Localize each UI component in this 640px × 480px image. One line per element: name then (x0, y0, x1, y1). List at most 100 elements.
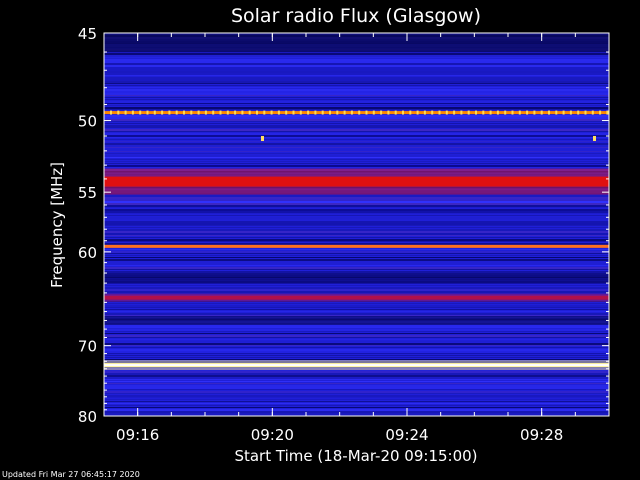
texture-band (104, 311, 609, 312)
texture-band (104, 165, 609, 167)
texture-band (104, 337, 609, 338)
texture-band (104, 141, 609, 142)
texture-band (104, 99, 609, 100)
texture-band (104, 127, 609, 128)
texture-band (104, 403, 609, 404)
interference-dot (496, 110, 499, 115)
interference-dot (212, 110, 215, 115)
texture-band (104, 63, 609, 65)
interference-dot (365, 110, 368, 115)
texture-band (104, 97, 609, 98)
texture-band (104, 159, 609, 160)
interference-dot (518, 110, 521, 115)
texture-band (104, 215, 609, 216)
texture-band (104, 163, 609, 164)
texture-band (104, 237, 609, 238)
texture-band (104, 351, 609, 353)
texture-band (104, 373, 609, 375)
texture-band (104, 129, 609, 131)
texture-band (104, 203, 609, 205)
texture-band (104, 59, 609, 61)
texture-band (104, 61, 609, 63)
texture-band (104, 221, 609, 223)
interference-dot (299, 110, 302, 115)
interference-dot (467, 110, 470, 115)
interference-dot (131, 110, 134, 115)
y-axis: 45 50 55 60 70 80 (78, 25, 609, 426)
texture-band (104, 223, 609, 225)
interference-dot (285, 110, 288, 115)
texture-band (104, 379, 609, 380)
texture-band (104, 397, 609, 398)
texture-band (104, 325, 609, 327)
y-tick-label: 55 (78, 184, 97, 202)
texture-band (104, 305, 609, 307)
texture-band (104, 209, 609, 211)
texture-band (104, 115, 609, 117)
texture-band (104, 387, 609, 389)
texture-band (104, 77, 609, 79)
y-tick-label: 50 (78, 113, 97, 131)
texture-band (104, 189, 609, 190)
texture-band (104, 173, 609, 174)
texture-band (104, 201, 609, 203)
interference-dot (321, 110, 324, 115)
texture-band (104, 175, 609, 177)
interference-dot (409, 110, 412, 115)
texture-band (104, 359, 609, 360)
texture-band (104, 103, 609, 104)
texture-band (104, 123, 609, 124)
texture-band (104, 65, 609, 67)
texture-band (104, 53, 609, 55)
texture-band (104, 327, 609, 328)
texture-band (104, 151, 609, 152)
burst-dot (593, 136, 596, 142)
texture-band (104, 139, 609, 140)
interference-dot (416, 110, 419, 115)
interference-dot (314, 110, 317, 115)
interference-dot (292, 110, 295, 115)
texture-band (104, 109, 609, 110)
texture-band (104, 211, 609, 213)
texture-band (104, 401, 609, 402)
texture-band (104, 207, 609, 208)
texture-band (104, 71, 609, 73)
texture-band (104, 391, 609, 393)
x-tick-label: 09:28 (520, 426, 563, 444)
texture-band (104, 333, 609, 334)
texture-band (104, 91, 609, 93)
interference-dot (380, 110, 383, 115)
x-tick-label: 09:20 (251, 426, 294, 444)
texture-band (104, 235, 609, 236)
texture-band (104, 383, 609, 384)
texture-band (104, 243, 609, 245)
interference-dot (175, 110, 178, 115)
texture-band (104, 357, 609, 358)
texture-band (104, 217, 609, 219)
texture-band (104, 259, 609, 261)
interference-band (104, 244, 609, 248)
interference-dot (555, 110, 558, 115)
x-axis-label: Start Time (18-Mar-20 09:15:00) (234, 447, 477, 465)
texture-band (104, 301, 609, 302)
interference-dot (548, 110, 550, 115)
texture-band (104, 335, 609, 337)
texture-band (104, 171, 609, 172)
texture-band (104, 249, 609, 250)
texture-band (104, 101, 609, 103)
texture-band (104, 125, 609, 127)
interference-dot (504, 110, 507, 115)
texture-band (104, 197, 609, 199)
interference-dot (124, 110, 127, 115)
texture-band (104, 89, 609, 91)
interference-dot (219, 110, 222, 115)
interference-dot (526, 110, 529, 115)
texture-band (104, 377, 609, 379)
texture-band (104, 193, 609, 195)
texture-band (104, 241, 609, 242)
y-tick-label: 60 (78, 244, 97, 262)
texture-band (104, 341, 609, 342)
x-tick-label: 09:24 (385, 426, 428, 444)
texture-band (104, 233, 609, 235)
texture-band (104, 137, 609, 138)
